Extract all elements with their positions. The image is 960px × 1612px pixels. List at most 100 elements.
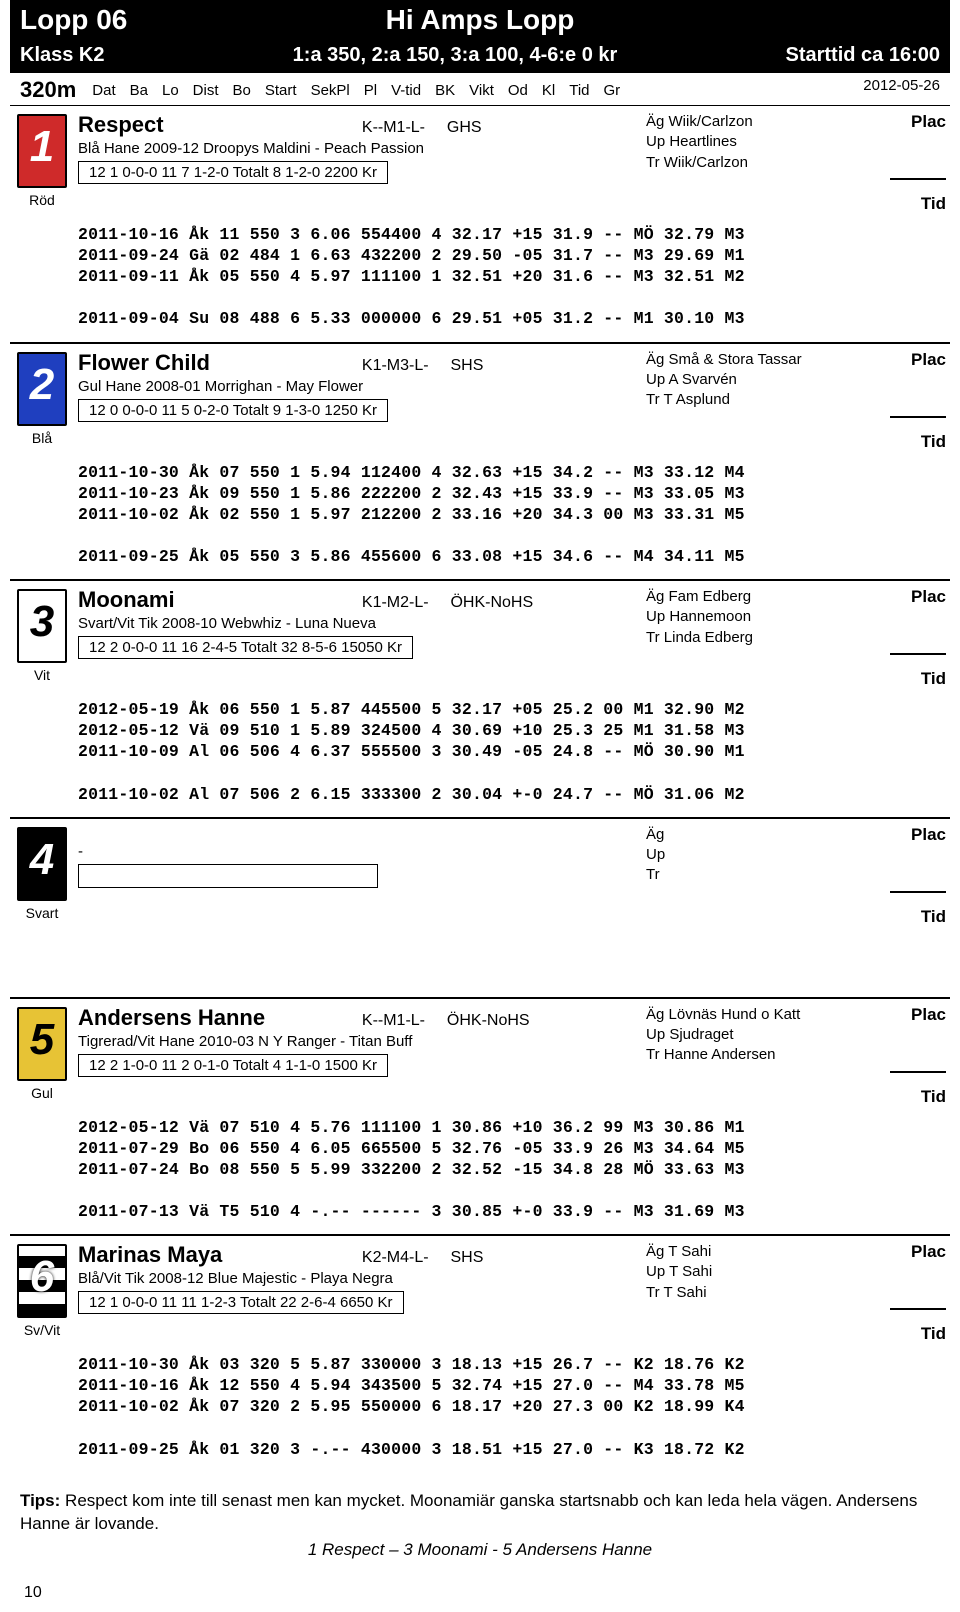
dog-owner: Äg Wiik/Carlzon [646, 112, 886, 132]
dog-org: SHS [450, 1249, 483, 1267]
dog-owner: Äg Fam Edberg [646, 587, 886, 607]
form-lines: 2012-05-12 Vä 07 510 4 5.76 111100 1 30.… [78, 1117, 946, 1223]
entry-row: 6 Sv/Vit Marinas Maya K2-M4-L- SHS Blå/V… [10, 1234, 950, 1472]
dog-org: SHS [450, 357, 483, 375]
dog-owner: Äg Små & Stora Tassar [646, 350, 886, 370]
dog-trainer: Tr Hanne Andersen [646, 1045, 886, 1065]
trap-box: 2 [17, 352, 67, 426]
dog-stats-box: 12 1 0-0-0 11 11 1-2-3 Totalt 22 2-6-4 6… [78, 1291, 404, 1314]
race-subheader: Klass K2 1:a 350, 2:a 150, 3:a 100, 4-6:… [10, 42, 950, 73]
prize-money: 1:a 350, 2:a 150, 3:a 100, 4-6:e 0 kr [220, 44, 690, 67]
plac-label: Plac [886, 112, 946, 132]
form-lines: 2011-10-16 Åk 11 550 3 6.06 554400 4 32.… [78, 224, 946, 330]
dog-org: GHS [447, 119, 482, 137]
tid-label: Tid [886, 194, 946, 214]
dog-breed-line: Gul Hane 2008-01 Morrighan - May Flower [78, 378, 646, 395]
form-lines: 2012-05-19 Åk 06 550 1 5.87 445500 5 32.… [78, 699, 946, 805]
dog-org: ÖHK-NoHS [447, 1012, 530, 1030]
trap-column: 1 Röd [14, 112, 70, 334]
dog-breed-line: Tigrerad/Vit Hane 2010-03 N Y Ranger - T… [78, 1033, 646, 1050]
col-label: Dist [193, 82, 219, 99]
col-label: Vikt [469, 82, 494, 99]
trap-number: 1 [19, 122, 65, 172]
dog-owner: Äg T Sahi [646, 1242, 886, 1262]
plac-slot [890, 853, 946, 893]
dog-up: Up T Sahi [646, 1262, 886, 1282]
trap-box: 6 [17, 1244, 67, 1318]
trap-column: 2 Blå [14, 350, 70, 572]
dog-owner: Äg [646, 825, 886, 845]
entry-row: 2 Blå Flower Child K1-M3-L- SHS Gul Hane… [10, 342, 950, 580]
trap-box: 3 [17, 589, 67, 663]
plac-slot [890, 140, 946, 180]
col-label: Lo [162, 82, 179, 99]
race-number: Lopp 06 [20, 4, 220, 36]
entry-row: 1 Röd Respect K--M1-L- GHS Blå Hane 2009… [10, 106, 950, 342]
dog-name: Moonami [78, 587, 338, 613]
col-label: Ba [130, 82, 148, 99]
dog-up: Up Sjudraget [646, 1025, 886, 1045]
col-label: Pl [364, 82, 377, 99]
column-labels: Dat Ba Lo Dist Bo Start SekPl Pl V-tid B… [92, 77, 863, 103]
col-label: Bo [233, 82, 251, 99]
tid-label: Tid [886, 432, 946, 452]
race-header: Lopp 06 Hi Amps Lopp [10, 0, 950, 42]
trap-number: 3 [19, 597, 65, 647]
dog-org: ÖHK-NoHS [450, 594, 533, 612]
dog-class: K--M1-L- [362, 119, 425, 137]
tid-label: Tid [886, 907, 946, 927]
trap-color-label: Vit [14, 667, 70, 683]
dog-owner: Äg Lövnäs Hund o Katt [646, 1005, 886, 1025]
dog-trainer: Tr T Asplund [646, 390, 886, 410]
plac-label: Plac [886, 1005, 946, 1025]
dog-name: Marinas Maya [78, 1242, 338, 1268]
trap-column: 4 Svart [14, 825, 70, 989]
col-label: Od [508, 82, 528, 99]
dog-class: K1-M3-L- [362, 357, 429, 375]
dog-trainer: Tr Linda Edberg [646, 628, 886, 648]
dog-class: K2-M4-L- [362, 1249, 429, 1267]
trap-box: 5 [17, 1007, 67, 1081]
dog-stats-box: 12 2 0-0-0 11 16 2-4-5 Totalt 32 8-5-6 1… [78, 636, 413, 659]
trap-column: 5 Gul [14, 1005, 70, 1227]
dog-stats-box: 12 2 1-0-0 11 2 0-1-0 Totalt 4 1-1-0 150… [78, 1054, 388, 1077]
col-label: Tid [569, 82, 589, 99]
form-lines: 2011-10-30 Åk 07 550 1 5.94 112400 4 32.… [78, 462, 946, 568]
dog-breed-line: - [78, 843, 646, 860]
dog-trainer: Tr T Sahi [646, 1283, 886, 1303]
dog-name: Flower Child [78, 350, 338, 376]
dog-class: K1-M2-L- [362, 594, 429, 612]
dog-stats-box: 12 0 0-0-0 11 5 0-2-0 Totalt 9 1-3-0 125… [78, 399, 388, 422]
dog-up: Up Heartlines [646, 132, 886, 152]
tid-label: Tid [886, 1324, 946, 1344]
trap-number: 5 [19, 1015, 65, 1065]
dog-name: Respect [78, 112, 338, 138]
trap-color-label: Blå [14, 430, 70, 446]
tid-label: Tid [886, 1087, 946, 1107]
plac-slot [890, 615, 946, 655]
entry-row: 3 Vit Moonami K1-M2-L- ÖHK-NoHS Svart/Vi… [10, 579, 950, 817]
trap-column: 3 Vit [14, 587, 70, 809]
distance: 320m [20, 77, 76, 103]
trap-box: 1 [17, 114, 67, 188]
plac-label: Plac [886, 587, 946, 607]
tips-label: Tips: [20, 1491, 60, 1510]
dog-trainer: Tr [646, 865, 886, 885]
plac-label: Plac [886, 350, 946, 370]
col-label: Start [265, 82, 297, 99]
col-label: BK [435, 82, 455, 99]
trap-color-label: Svart [14, 905, 70, 921]
entry-row: 4 Svart - Äg Up Tr Pla [10, 817, 950, 997]
tips-block: Tips: Respect kom inte till senast men k… [20, 1490, 940, 1536]
column-header-row: 320m Dat Ba Lo Dist Bo Start SekPl Pl V-… [10, 73, 950, 106]
page-number: 10 [24, 1584, 950, 1602]
trap-color-label: Gul [14, 1085, 70, 1101]
form-lines: 2011-10-30 Åk 03 320 5 5.87 330000 3 18.… [78, 1354, 946, 1460]
plac-slot [890, 1033, 946, 1073]
selection-line: 1 Respect – 3 Moonami - 5 Andersens Hann… [10, 1540, 950, 1560]
col-label: SekPl [311, 82, 350, 99]
dog-name: Andersens Hanne [78, 1005, 338, 1031]
tips-text: Respect kom inte till senast men kan myc… [20, 1491, 917, 1533]
trap-number: 4 [19, 835, 65, 885]
race-name: Hi Amps Lopp [220, 4, 740, 36]
